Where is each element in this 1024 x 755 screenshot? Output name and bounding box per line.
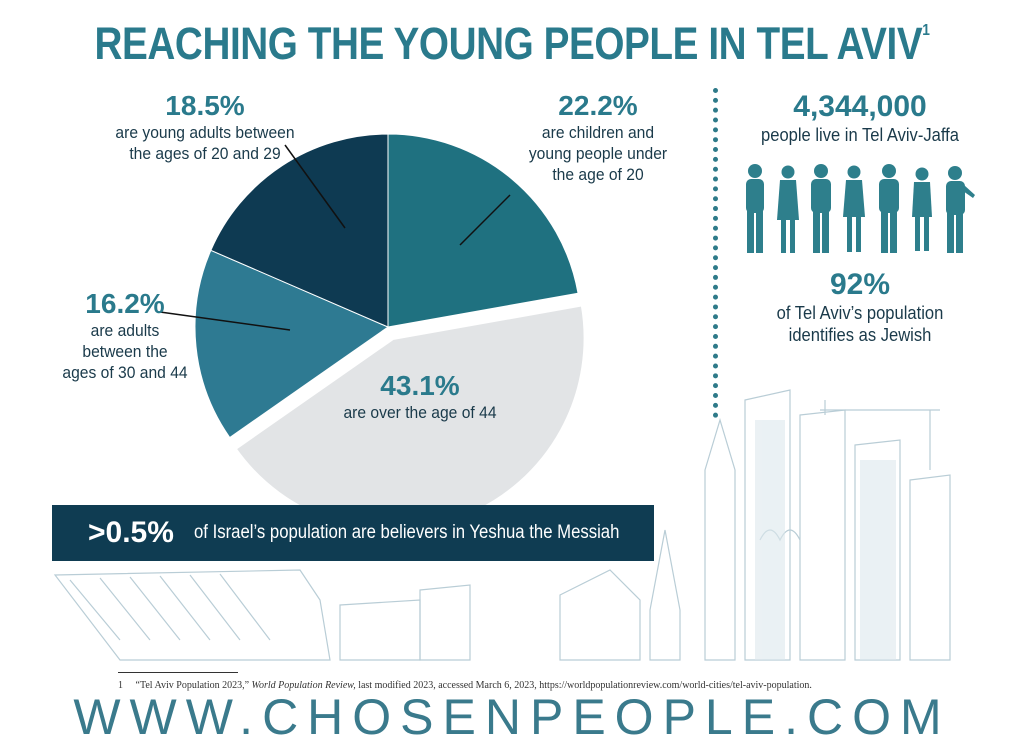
people-silhouettes-icon [746, 164, 975, 253]
jewish-stat: 92% of Tel Aviv’s population identifies … [776, 268, 944, 345]
footnote: 1 “Tel Aviv Population 2023,” World Popu… [118, 680, 812, 691]
label-16-2: 16.2% are adults between the ages of 30 … [62, 288, 188, 382]
banner-percent: >0.5% [88, 516, 174, 549]
label-18-5: 18.5% are young adults between the ages … [115, 90, 295, 163]
banner-text: of Israel’s population are believers in … [193, 522, 620, 543]
footnote-rule [118, 672, 238, 673]
title-footnote-mark: 1 [922, 22, 930, 39]
leader-line-18-5 [284, 144, 346, 229]
slice-22-2 [387, 133, 579, 328]
slice-18-5 [210, 133, 389, 328]
page-title: REACHING THE YOUNG PEOPLE IN TEL AVIV1 [94, 18, 930, 69]
dotted-divider [713, 88, 718, 418]
slice-16-2 [194, 249, 390, 439]
population-stat: 4,344,000 people live in Tel Aviv-Jaffa [761, 90, 959, 145]
leader-line-22-2 [459, 194, 511, 246]
leader-line-16-2 [159, 311, 291, 331]
label-43-1: 43.1% are over the age of 44 [343, 370, 497, 422]
website-link[interactable]: WWW.CHOSENPEOPLE.COM [73, 689, 951, 745]
believers-banner: >0.5% of Israel’s population are believe… [52, 505, 654, 561]
label-22-2: 22.2% are children and young people unde… [528, 90, 668, 184]
